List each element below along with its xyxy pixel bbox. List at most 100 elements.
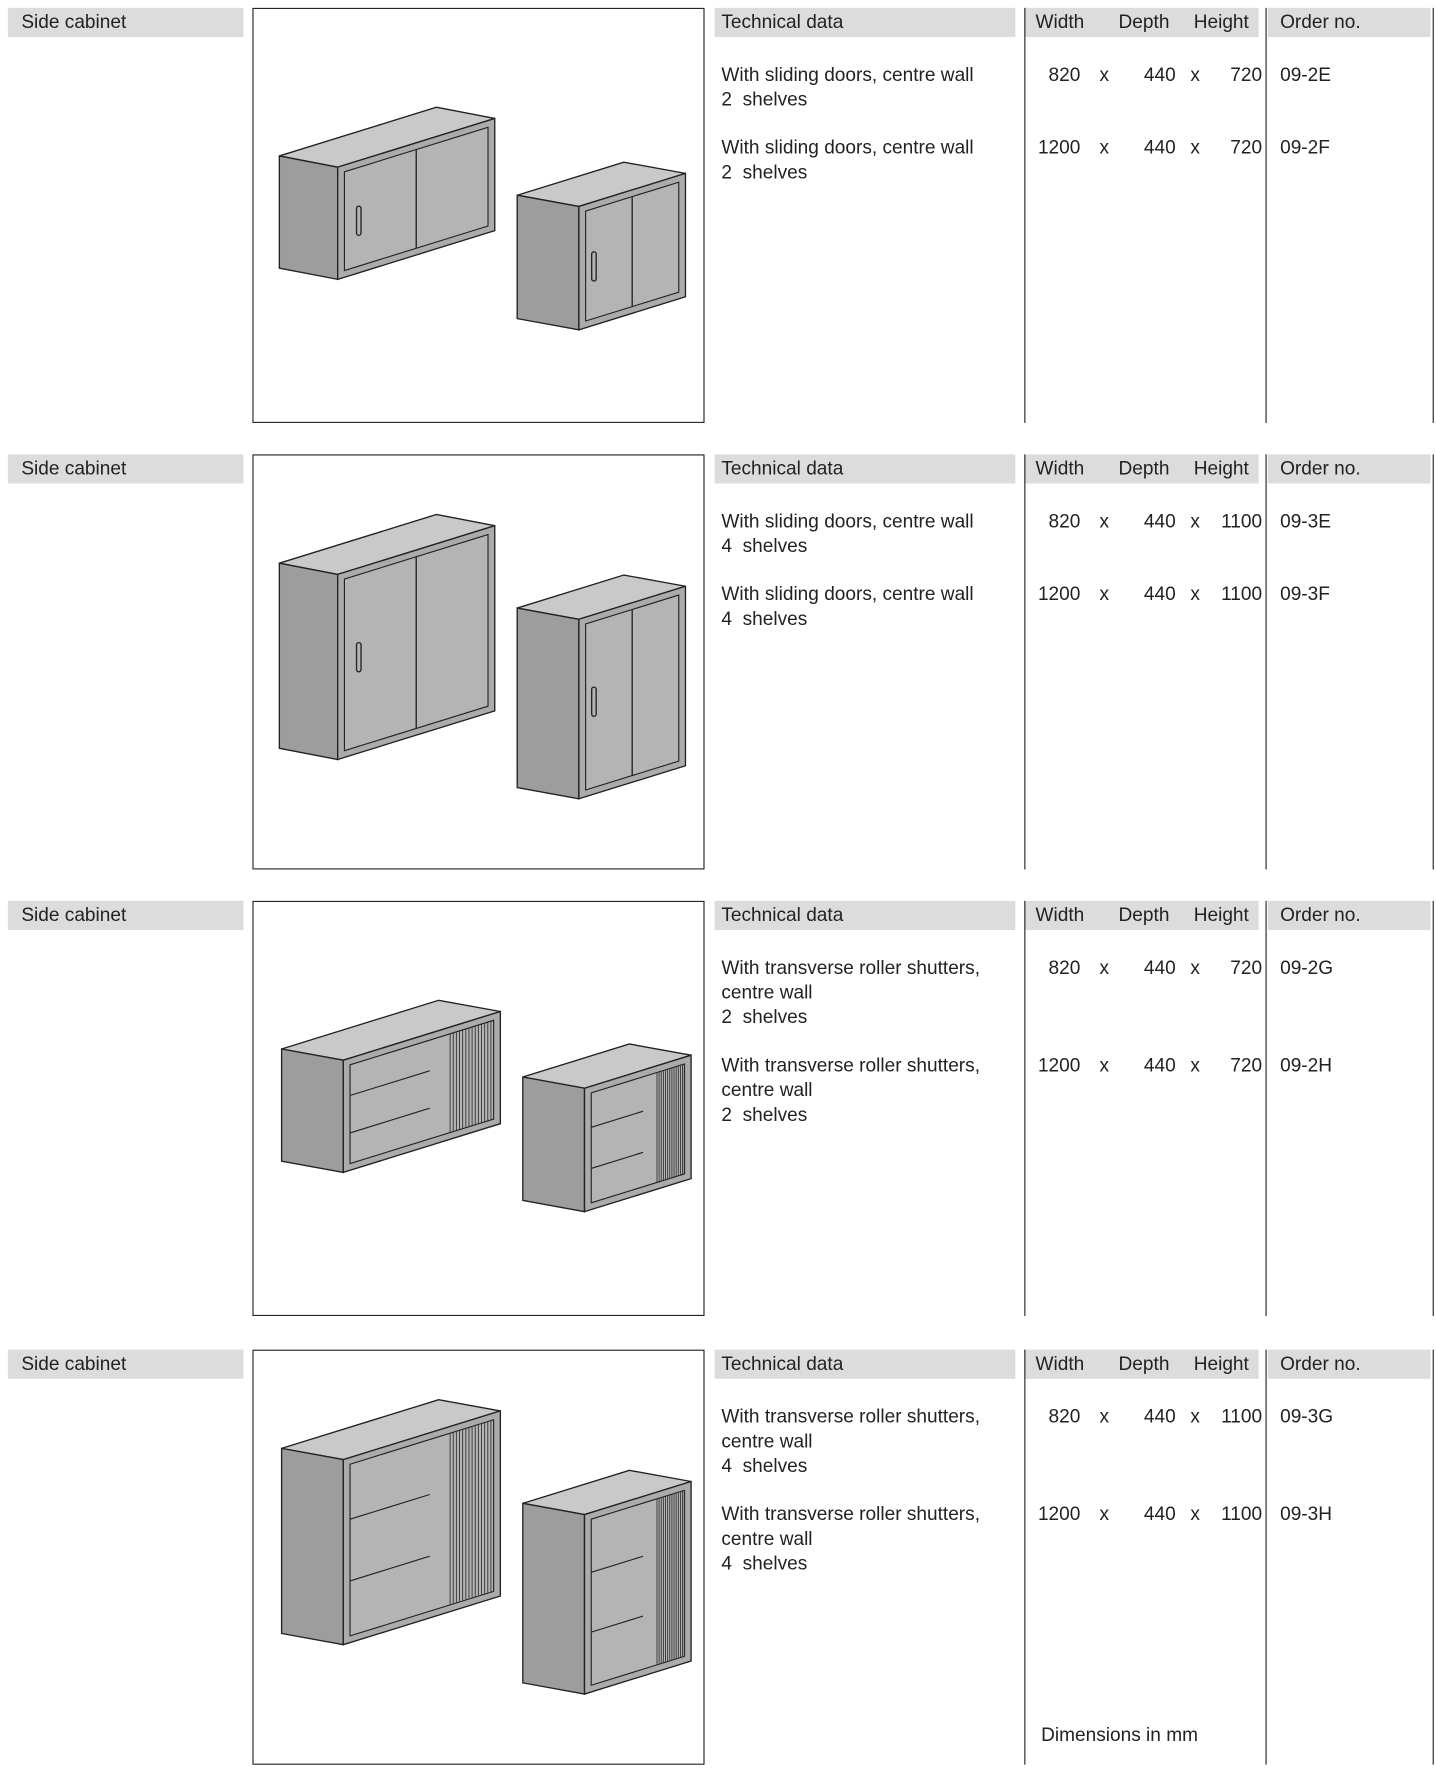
item-order-no: 09-2H — [1280, 1054, 1333, 1076]
dimension-x: x — [1099, 1405, 1109, 1428]
item-description: With sliding doors, centre wall — [721, 63, 974, 86]
item-description: With transverse roller shutters, — [721, 1405, 980, 1428]
item-description: 2 shelves — [721, 161, 808, 183]
item-width: 1200 — [1037, 1503, 1081, 1525]
item-row: With transverse roller shutters, centre w… — [0, 1053, 1436, 1127]
header-depth: Depth — [1118, 904, 1170, 926]
item-width: 820 — [1048, 63, 1081, 86]
drawing-part — [591, 686, 597, 717]
drawing-part — [349, 1107, 430, 1134]
item-order-no: 09-2E — [1280, 63, 1331, 86]
dimension-x: x — [1099, 1503, 1109, 1525]
column-rule — [1432, 454, 1434, 870]
header-width: Width — [1035, 1353, 1085, 1375]
section-label: Side cabinet — [7, 1349, 244, 1379]
item-depth: 440 — [1143, 583, 1176, 605]
dimension-x: x — [1099, 136, 1109, 159]
column-rule — [1432, 1349, 1434, 1765]
header-technical-data: Technical data — [714, 1349, 1016, 1379]
column-rule — [1265, 7, 1267, 423]
drawing-part — [591, 1110, 644, 1128]
header-height: Height — [1193, 1353, 1249, 1375]
header-dimensions: Width Depth Height — [1024, 1349, 1259, 1379]
drawing-part — [591, 1555, 644, 1573]
header-order-no: Order no. — [1267, 454, 1431, 484]
header-width: Width — [1035, 457, 1085, 480]
item-height: 1100 — [1221, 1503, 1263, 1525]
item-width: 820 — [1048, 510, 1081, 532]
item-description: With transverse roller shutters, — [721, 1503, 980, 1525]
item-height: 720 — [1230, 956, 1263, 979]
header-dimensions: Width Depth Height — [1024, 454, 1259, 484]
item-depth: 440 — [1143, 63, 1176, 86]
section: Side cabinet Technical data Width Depth Heig… — [0, 7, 1436, 425]
dimension-x: x — [1099, 63, 1109, 86]
header-technical-data: Technical data — [714, 7, 1016, 38]
section: Side cabinet Technical data Width Depth Heig… — [0, 454, 1436, 871]
column-rule — [1024, 1349, 1026, 1765]
section-label: Side cabinet — [7, 7, 244, 38]
item-depth: 440 — [1143, 136, 1176, 159]
header-width: Width — [1035, 11, 1085, 33]
item-description: With sliding doors, centre wall — [721, 136, 974, 159]
item-description: 4 shelves — [721, 1552, 808, 1575]
item-order-no: 09-3H — [1280, 1503, 1333, 1525]
drawing-part — [516, 194, 580, 331]
header-depth: Depth — [1118, 1353, 1170, 1375]
item-description: centre wall — [721, 1528, 813, 1550]
dimension-x: x — [1190, 1503, 1200, 1525]
drawing-part — [349, 1019, 495, 1165]
item-list: With transverse roller shutters, centre w… — [0, 956, 1436, 1151]
column-rule — [1432, 7, 1434, 423]
item-description: 2 shelves — [721, 1103, 808, 1126]
item-width: 820 — [1048, 956, 1081, 979]
item-depth: 440 — [1143, 1503, 1176, 1525]
item-row: With transverse roller shutters, centre w… — [0, 1502, 1436, 1576]
cabinet-drawing — [278, 106, 687, 331]
drawing-part — [591, 251, 597, 282]
item-height: 720 — [1230, 1054, 1263, 1076]
section: Side cabinet Technical data Width Depth Heig… — [0, 1349, 1436, 1767]
header-technical-data: Technical data — [714, 454, 1016, 484]
dimension-x: x — [1099, 583, 1109, 605]
footer-note: Dimensions in mm — [1041, 1724, 1198, 1746]
dimension-x: x — [1190, 1405, 1200, 1428]
item-list: With sliding doors, centre wall 4 shelves… — [0, 509, 1436, 655]
item-description: centre wall — [721, 1430, 813, 1452]
column-rule — [1432, 900, 1434, 1316]
dimension-x: x — [1190, 63, 1200, 86]
section-label: Side cabinet — [7, 454, 244, 484]
drawing-part — [591, 1151, 644, 1169]
header-technical-data: Technical data — [714, 900, 1016, 931]
item-list: With sliding doors, centre wall 2 shelves… — [0, 63, 1436, 209]
illustration — [252, 7, 705, 423]
dimension-x: x — [1190, 136, 1200, 159]
item-depth: 440 — [1143, 1405, 1176, 1428]
drawing-part — [355, 641, 362, 673]
header-dimensions: Width Depth Height — [1024, 900, 1259, 931]
item-width: 1200 — [1037, 583, 1081, 605]
item-description: centre wall — [721, 981, 813, 1003]
column-rule — [1024, 454, 1026, 870]
column-rule — [1265, 454, 1267, 870]
header-width: Width — [1035, 904, 1085, 926]
item-description: 4 shelves — [721, 1455, 808, 1477]
drawing-part — [349, 1493, 430, 1520]
section: Side cabinet Technical data Width Depth Heig… — [0, 900, 1436, 1318]
column-rule — [1265, 1349, 1267, 1765]
item-depth: 440 — [1143, 1054, 1176, 1076]
drawing-part — [349, 1555, 430, 1582]
dimension-x: x — [1190, 583, 1200, 605]
illustration — [252, 454, 705, 870]
column-rule — [1265, 900, 1267, 1316]
item-description: centre wall — [721, 1079, 813, 1101]
illustration — [252, 900, 705, 1316]
item-description: 4 shelves — [721, 535, 808, 557]
item-height: 720 — [1230, 63, 1263, 86]
item-description: With transverse roller shutters, — [721, 1054, 980, 1076]
header-dimensions: Width Depth Height — [1024, 7, 1259, 38]
column-rule — [1024, 7, 1026, 423]
item-order-no: 09-3E — [1280, 510, 1331, 532]
item-row: With sliding doors, centre wall 2 shelves… — [0, 136, 1436, 185]
item-height: 1100 — [1221, 583, 1263, 605]
